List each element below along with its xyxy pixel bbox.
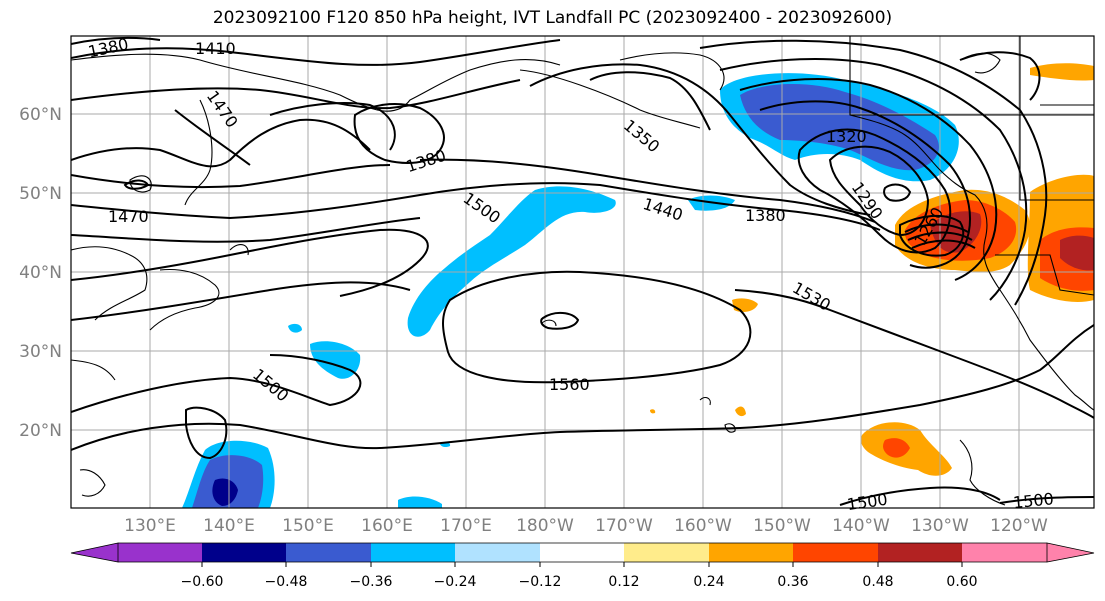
lat-label: 30°N xyxy=(19,342,62,362)
contour-label: 1470 xyxy=(108,207,149,226)
graticule xyxy=(71,36,1094,508)
colorbar-tick-label: −0.36 xyxy=(350,574,393,590)
colorbar-tick-label: 0.48 xyxy=(862,574,893,590)
colorbar-bin xyxy=(455,543,540,562)
lon-label: 170°E xyxy=(440,516,492,536)
lon-label: 140°E xyxy=(203,516,255,536)
colorbar-tick-label: 0.12 xyxy=(608,574,639,590)
colorbar-tick-label: −0.60 xyxy=(181,574,224,590)
contour-label: 1560 xyxy=(549,375,590,394)
colorbar-tick-label: −0.12 xyxy=(519,574,562,590)
longitude-labels: 130°E 140°E 150°E 160°E 170°E 180°W 170°… xyxy=(124,516,1048,536)
latitude-labels: 60°N 50°N 40°N 30°N 20°N xyxy=(19,105,62,441)
map-border xyxy=(70,35,1095,509)
colorbar: −0.60 −0.48 −0.36 −0.24 −0.12 0.12 0.24 … xyxy=(70,542,1095,590)
lon-label: 150°W xyxy=(753,516,811,536)
colorbar-bin xyxy=(118,543,202,562)
colorbar-bin xyxy=(793,543,878,562)
colorbar-outline xyxy=(70,542,1095,563)
colorbar-bin xyxy=(709,543,793,562)
colorbar-segments xyxy=(71,543,1094,562)
lon-label: 140°W xyxy=(832,516,890,536)
lat-label: 50°N xyxy=(19,184,62,204)
lat-label: 60°N xyxy=(19,105,62,125)
contour-label: 1410 xyxy=(195,39,236,58)
colorbar-tick-label: −0.24 xyxy=(434,574,477,590)
lon-label: 160°E xyxy=(361,516,413,536)
lon-label: 180°W xyxy=(516,516,574,536)
lon-label: 130°E xyxy=(124,516,176,536)
lon-label: 130°W xyxy=(911,516,969,536)
colorbar-tick-label: 0.60 xyxy=(946,574,977,590)
colorbar-ticks: −0.60 −0.48 −0.36 −0.24 −0.12 0.12 0.24 … xyxy=(181,562,978,590)
colorbar-bin xyxy=(878,543,962,562)
colorbar-tick-label: 0.36 xyxy=(777,574,808,590)
height-contours xyxy=(71,36,1094,506)
map-title: 2023092100 F120 850 hPa height, IVT Land… xyxy=(212,8,893,28)
colorbar-extend-high xyxy=(1047,543,1094,562)
colorbar-extend-low xyxy=(71,543,118,562)
lon-label: 120°W xyxy=(990,516,1048,536)
colorbar-bin xyxy=(962,543,1047,562)
lon-label: 160°W xyxy=(674,516,732,536)
lat-label: 20°N xyxy=(19,421,62,441)
colorbar-bin xyxy=(202,543,286,562)
lon-label: 150°E xyxy=(282,516,334,536)
contour-label: 1380 xyxy=(745,206,786,225)
colorbar-bin xyxy=(624,543,709,562)
lat-label: 40°N xyxy=(19,263,62,283)
colorbar-bin xyxy=(286,543,371,562)
colorbar-tick-label: −0.48 xyxy=(265,574,308,590)
lon-label: 170°W xyxy=(595,516,653,536)
colorbar-bin xyxy=(371,543,455,562)
contour-label: 1500 xyxy=(1012,489,1054,512)
colorbar-bin xyxy=(540,543,624,562)
contour-label: 1320 xyxy=(826,127,867,146)
colorbar-tick-label: 0.24 xyxy=(693,574,724,590)
